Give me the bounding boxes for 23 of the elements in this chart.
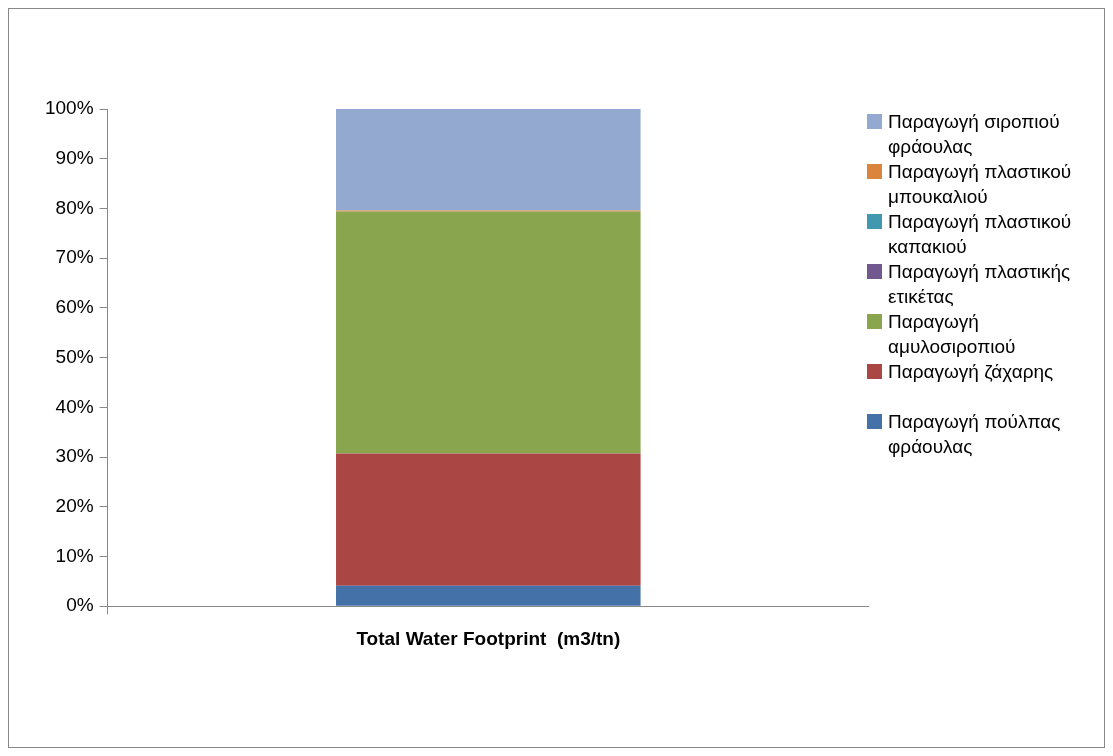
- bar: [336, 109, 641, 211]
- legend-label: Παραγωγή πλαστικού καπακιού: [888, 210, 1073, 259]
- y-tick-label: 30%: [55, 445, 94, 467]
- legend-label: Παραγωγή πούλπας φράουλας: [888, 410, 1062, 459]
- legend-label: Παραγωγή πλαστικής ετικέτας: [888, 260, 1072, 309]
- y-tick-label: 20%: [55, 494, 94, 516]
- y-tick-label: 80%: [55, 196, 94, 218]
- y-tick-label: 70%: [55, 246, 94, 268]
- y-tick-label: 10%: [55, 544, 94, 566]
- y-tick-label: 50%: [55, 345, 94, 367]
- legend-label: Παραγωγή αμυλοσιροπιού: [888, 310, 1017, 359]
- y-tick-label: 60%: [55, 296, 94, 318]
- y-tick-label: 90%: [55, 146, 94, 168]
- legend-label: Παραγωγή σιροπιού φράουλας: [888, 110, 1061, 159]
- bar: [336, 585, 641, 606]
- legend-label: Παραγωγή ζάχαρης: [888, 360, 1054, 384]
- bar: [336, 453, 641, 586]
- legend-label: Παραγωγή πλαστικού μπουκαλιού: [888, 160, 1073, 209]
- x-tick-label: Total Water Footprint (m3/tn): [356, 627, 621, 649]
- y-tick-label: 100%: [44, 97, 94, 119]
- bar: [336, 211, 641, 454]
- y-tick-label: 40%: [55, 395, 94, 417]
- y-tick-label: 0%: [66, 594, 94, 616]
